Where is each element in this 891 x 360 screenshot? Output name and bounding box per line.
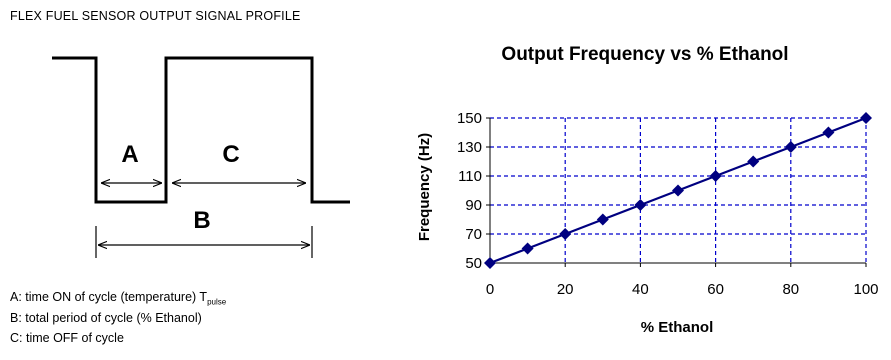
- legend-key: C:: [10, 331, 23, 345]
- legend-text: time ON of cycle (temperature) T: [25, 290, 208, 304]
- data-point: [672, 184, 684, 197]
- chart-title: Output Frequency vs % Ethanol: [501, 44, 788, 65]
- data-point: [747, 155, 760, 168]
- legend-key: A:: [10, 290, 22, 304]
- y-axis-label: Frequency (Hz): [416, 133, 433, 241]
- data-point: [484, 257, 496, 269]
- data-point: [596, 213, 609, 226]
- legend-line-b: B: total period of cycle (% Ethanol): [10, 311, 202, 325]
- data-point: [709, 170, 722, 182]
- y-tick-label: 50: [465, 255, 482, 272]
- signal-waveform: [52, 56, 350, 204]
- data-point: [634, 199, 647, 211]
- legend-key: B:: [10, 311, 22, 325]
- x-tick-label: 60: [707, 281, 724, 298]
- x-tick-label: 100: [853, 281, 878, 298]
- legend-line-c: C: time OFF of cycle: [10, 331, 124, 345]
- x-tick-label: 80: [782, 281, 799, 298]
- page-title: FLEX FUEL SENSOR OUTPUT SIGNAL PROFILE: [10, 9, 301, 23]
- y-tick-label: 90: [465, 197, 482, 214]
- signal-diagram: A C B: [52, 56, 350, 258]
- x-tick-label: 40: [632, 281, 649, 298]
- label-b: B: [193, 207, 210, 234]
- y-tick-label: 110: [458, 168, 482, 185]
- y-tick-label: 150: [457, 110, 482, 127]
- legend-text: total period of cycle (% Ethanol): [25, 311, 202, 325]
- data-point: [559, 228, 572, 240]
- legend-line-a: A: time ON of cycle (temperature) Tpulse: [10, 290, 226, 307]
- data-point: [521, 242, 534, 255]
- label-c: C: [222, 141, 239, 168]
- legend-text: time OFF of cycle: [25, 331, 124, 345]
- x-axis-label: % Ethanol: [641, 319, 714, 336]
- x-tick-label: 0: [486, 281, 494, 298]
- x-tick-label: 20: [557, 281, 574, 298]
- label-a: A: [121, 141, 138, 168]
- data-point: [784, 141, 797, 153]
- data-point: [860, 112, 872, 124]
- y-tick-label: 70: [465, 226, 482, 243]
- frequency-chart: Output Frequency vs % Ethanol % Ethanol …: [416, 44, 879, 336]
- legend-subscript: pulse: [207, 297, 227, 307]
- data-point: [822, 126, 835, 139]
- y-tick-label: 130: [457, 139, 482, 156]
